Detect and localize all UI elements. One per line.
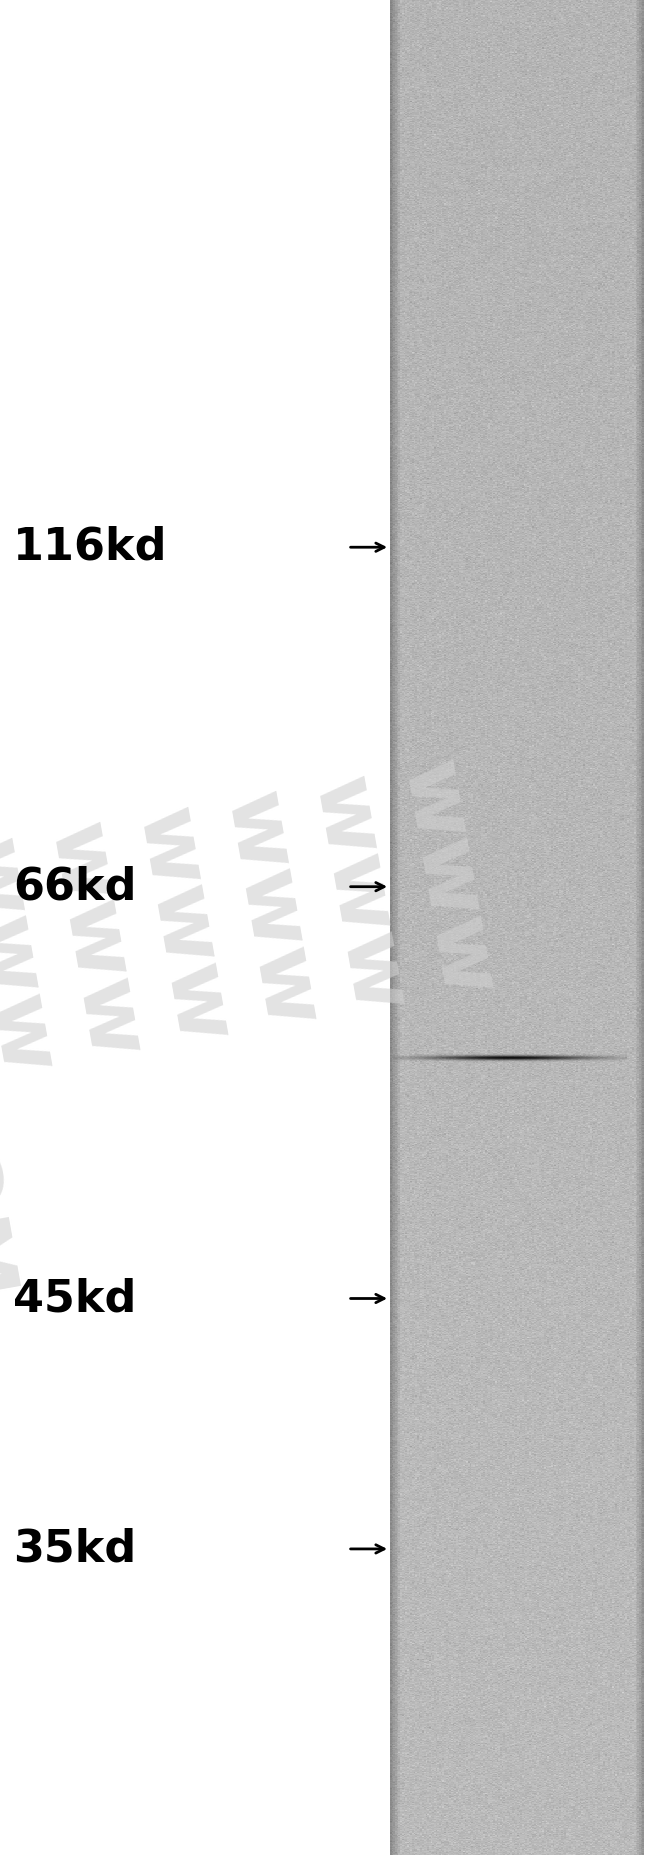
Text: 66kd: 66kd <box>13 864 136 909</box>
Text: 35kd: 35kd <box>13 1527 136 1571</box>
Text: 45kd: 45kd <box>13 1276 136 1321</box>
Text: 116kd: 116kd <box>13 525 168 569</box>
Text: www
www
www
www
www
www
.PTGAAB.COM: www www www www www www .PTGAAB.COM <box>0 540 546 1315</box>
